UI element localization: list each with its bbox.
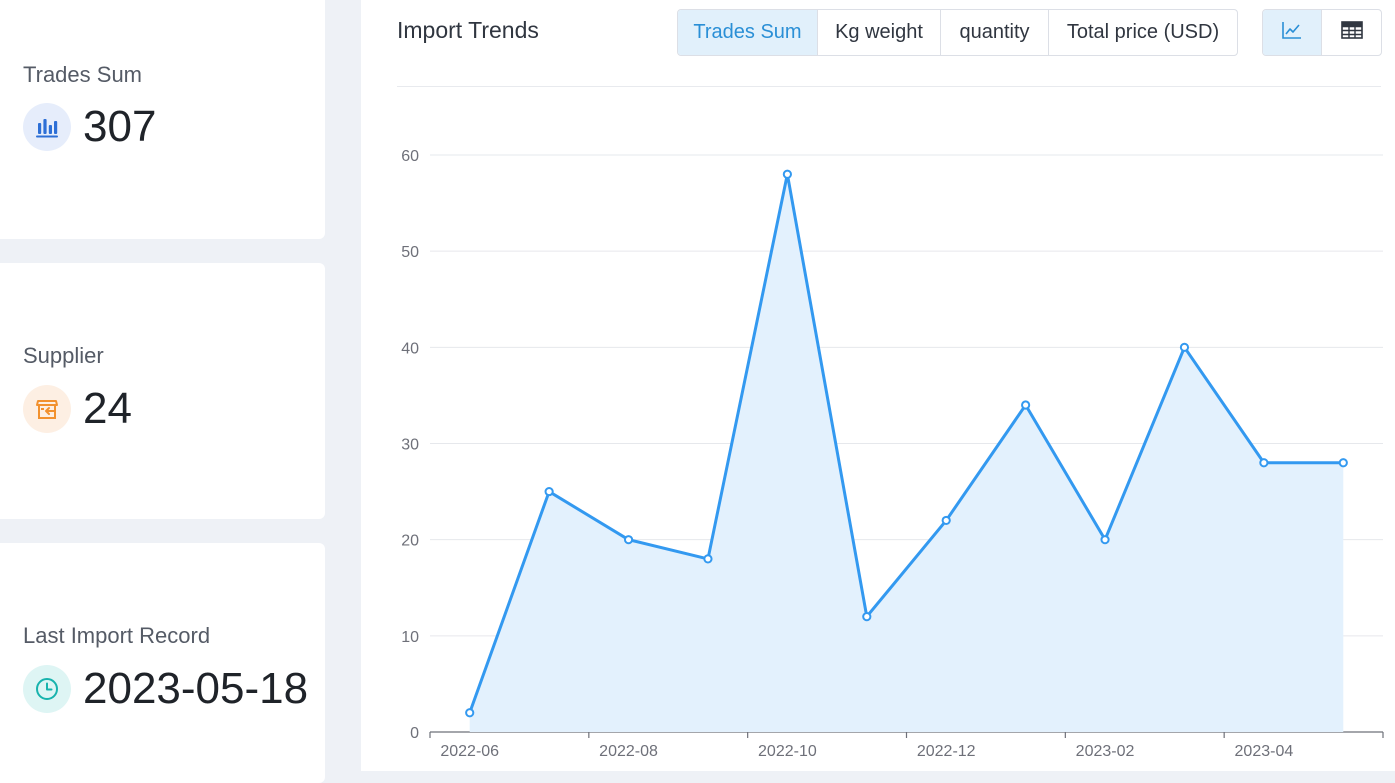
data-point [782, 169, 792, 179]
x-tick-label: 2023-02 [1076, 743, 1135, 760]
metric-tabs: Trades Sum Kg weight quantity Total pric… [677, 9, 1238, 56]
data-point [1259, 458, 1269, 468]
trades-sum-value: 307 [83, 102, 157, 151]
table-icon [1340, 21, 1363, 44]
tab-total-price[interactable]: Total price (USD) [1066, 21, 1220, 43]
y-tick-label: 20 [401, 533, 419, 550]
y-tick-label: 10 [401, 629, 419, 646]
last-import-row: 2023-05-18 [23, 665, 308, 713]
clock-icon [23, 665, 71, 713]
supplier-row: 24 [23, 385, 132, 433]
bar-chart-icon [23, 103, 71, 151]
series-area [469, 174, 1344, 732]
y-tick-label: 30 [401, 437, 419, 454]
import-trends-chart: 0 10 20 30 40 50 60 2022-06 2022-08 2022-10 2022-1… [401, 148, 1384, 760]
series-line [468, 172, 1344, 714]
y-tick-label: 0 [410, 725, 419, 742]
supplier-card: Supplier 24 [0, 263, 325, 519]
tab-trades-sum[interactable]: Trades Sum [678, 10, 818, 55]
line-chart-view-button[interactable] [1263, 10, 1323, 55]
data-point [1100, 535, 1110, 545]
supplier-label: Supplier [23, 343, 104, 368]
import-trends-panel: Import Trends Trades Sum Kg weight quant… [361, 0, 1395, 771]
supplier-value: 24 [83, 384, 132, 433]
data-point [1338, 458, 1348, 468]
data-point [941, 515, 951, 526]
last-import-label: Last Import Record [23, 623, 211, 648]
data-point [623, 535, 634, 545]
trades-sum-card: Trades Sum 307 [0, 0, 325, 239]
view-toggle [1262, 9, 1382, 56]
x-tick-label: 2022-10 [758, 743, 817, 760]
header-divider [397, 86, 1381, 87]
tab-quantity[interactable]: quantity [941, 10, 1049, 55]
data-point [1021, 400, 1031, 410]
line-chart-icon [1281, 20, 1303, 45]
last-import-value: 2023-05-18 [83, 664, 309, 713]
storefront-icon [23, 385, 71, 433]
last-import-card: Last Import Record 2023-05-18 [0, 543, 325, 783]
panel-title: Import Trends [397, 17, 539, 43]
data-point [862, 612, 872, 622]
tab-kg-weight[interactable]: Kg weight [818, 10, 941, 55]
data-point [544, 486, 554, 497]
y-tick-label: 60 [401, 148, 419, 165]
x-tick-label: 2023-04 [1235, 743, 1294, 760]
stats-column: Trades Sum 307 Supplier [0, 0, 325, 783]
x-tick-label: 2022-06 [440, 743, 499, 760]
data-point [1179, 342, 1190, 352]
data-point [465, 708, 475, 718]
y-tick-label: 40 [401, 340, 419, 357]
data-point [703, 554, 713, 564]
trades-sum-row: 307 [23, 103, 156, 151]
table-view-button[interactable] [1322, 10, 1381, 55]
y-tick-label: 50 [401, 244, 419, 261]
x-tick-label: 2022-08 [599, 743, 658, 760]
x-tick-label: 2022-12 [917, 743, 976, 760]
trades-sum-label: Trades Sum [23, 62, 143, 87]
